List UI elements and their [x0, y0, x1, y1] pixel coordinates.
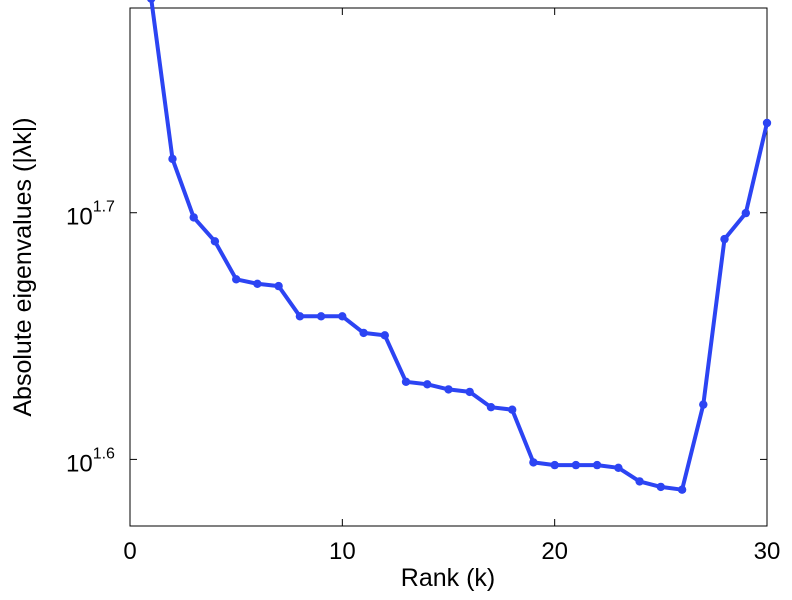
- y-tick-label: 101.6: [66, 445, 115, 477]
- x-axis-label: Rank (k): [401, 564, 495, 592]
- data-point: [465, 387, 474, 397]
- data-point: [274, 281, 283, 291]
- data-point: [295, 312, 305, 321]
- data-point: [571, 460, 581, 470]
- data-point: [656, 482, 665, 492]
- plot-frame: [129, 7, 768, 527]
- data-point: [614, 463, 623, 472]
- data-point: [508, 405, 517, 414]
- data-point: [635, 477, 644, 486]
- data-point: [423, 380, 432, 389]
- data-point: [444, 385, 453, 394]
- data-point: [699, 400, 708, 409]
- y-tick-label: 101.7: [66, 199, 115, 231]
- axis-tick-labels: 0 10 20 30 101.6 101.7: [66, 199, 780, 565]
- data-point: [338, 312, 347, 321]
- data-point: [550, 460, 559, 470]
- data-series: [147, 0, 772, 494]
- x-tick-label: 30: [754, 538, 781, 565]
- data-point: [720, 234, 729, 244]
- axis-ticks: [129, 8, 768, 526]
- data-point: [486, 403, 496, 412]
- x-tick-label: 0: [123, 538, 136, 565]
- data-point: [232, 275, 241, 284]
- x-tick-label: 10: [329, 538, 356, 565]
- data-point: [741, 208, 750, 218]
- data-point: [316, 312, 326, 321]
- data-point: [253, 279, 262, 288]
- data-point: [401, 377, 411, 386]
- data-point: [168, 154, 177, 164]
- data-point: [592, 460, 602, 470]
- data-point: [147, 0, 156, 3]
- data-point: [762, 118, 772, 128]
- data-point: [677, 485, 687, 494]
- data-point: [189, 213, 198, 222]
- y-axis-label: Absolute eigenvalues (|λk|): [9, 117, 37, 416]
- data-point: [359, 328, 368, 338]
- data-point: [380, 331, 389, 340]
- data-point: [529, 458, 538, 467]
- data-point: [210, 237, 220, 246]
- x-tick-label: 20: [541, 538, 568, 565]
